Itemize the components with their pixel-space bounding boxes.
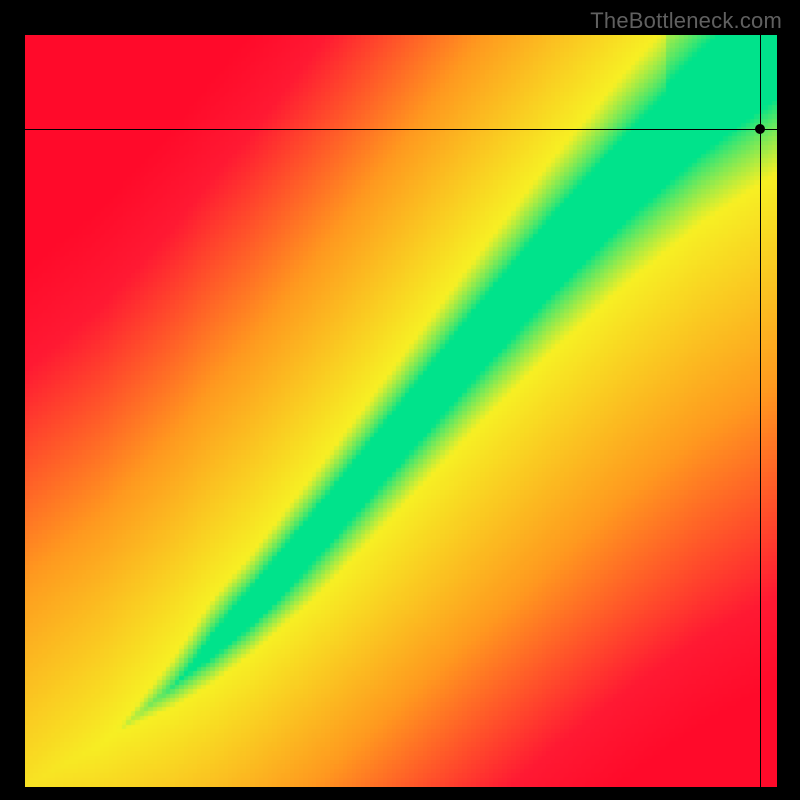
heatmap-plot-area <box>25 35 777 787</box>
crosshair-marker <box>755 124 765 134</box>
heatmap-canvas <box>25 35 777 787</box>
crosshair-vertical <box>760 35 761 787</box>
watermark-text: TheBottleneck.com <box>590 8 782 34</box>
crosshair-horizontal <box>25 129 777 130</box>
